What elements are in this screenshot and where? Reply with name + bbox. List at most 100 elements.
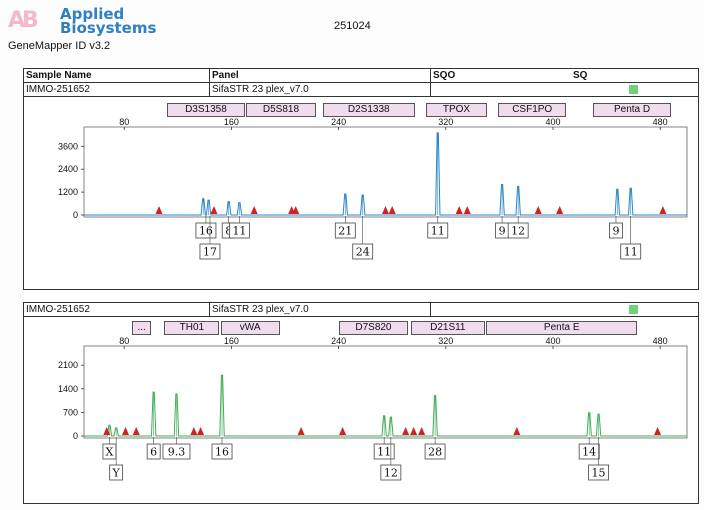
- allele-call: Y: [109, 437, 124, 481]
- marker-penta-e: Penta E: [486, 321, 638, 335]
- allele-box: [229, 222, 250, 239]
- allele-box: [109, 464, 124, 481]
- logo-text-biosystems: Biosystems: [60, 19, 157, 37]
- size-tick-label: 80: [119, 336, 129, 346]
- column-header-row: Sample Name Panel SQO SQ: [24, 69, 698, 83]
- marker-d3s1358: D3S1358: [167, 103, 245, 117]
- plot-frame: [83, 345, 688, 439]
- size-standard-peak: [210, 206, 218, 214]
- allele-label: 9: [499, 225, 506, 238]
- panel-value: SifaSTR 23 plex_v7.0: [212, 304, 309, 315]
- allele-box: [334, 222, 356, 239]
- size-standard-peak: [382, 206, 389, 214]
- allele-label: Y: [112, 467, 121, 480]
- allele-label: 11: [377, 446, 391, 459]
- sample-name-value: IMMO-251652: [26, 84, 90, 95]
- allele-box: [427, 222, 449, 239]
- column-sample-name: Sample Name: [26, 70, 92, 81]
- size-standard-peak: [388, 206, 396, 214]
- marker-csf1po: CSF1PO: [498, 103, 567, 117]
- allele-call: 11: [620, 216, 642, 260]
- electropherogram-blue: Sample Name Panel SQO SQ IMMO-251652 Sif…: [23, 68, 699, 290]
- allele-label: 11: [431, 225, 445, 238]
- allele-box: [146, 443, 161, 460]
- column-sq: SQ: [573, 70, 588, 81]
- marker-bar: D3S1358 D5S818 D2S1338 TPOX CSF1PO Penta D: [24, 103, 698, 117]
- y-tick-label: 3600: [58, 141, 78, 151]
- marker-d2s1338: D2S1338: [322, 103, 415, 117]
- allele-call: 28: [424, 437, 446, 460]
- allele-box: [578, 443, 600, 460]
- size-tick-label: 240: [331, 336, 346, 346]
- allele-call: 14: [578, 437, 600, 460]
- allele-label: 12: [511, 225, 525, 238]
- ab-logo-mark-icon: AB: [8, 8, 39, 33]
- size-standard-peak: [455, 206, 463, 214]
- size-standard-peak: [250, 206, 258, 214]
- marker-bar: ... TH01 vWA D7S820 D21S11 Penta E: [24, 321, 698, 335]
- allele-call: 11: [229, 216, 250, 239]
- size-standard-peak: [654, 427, 662, 435]
- y-tick-label: 0: [73, 210, 78, 220]
- y-tick-label: 1400: [58, 384, 78, 394]
- allele-box: [609, 222, 623, 239]
- allele-call: 9: [609, 216, 623, 239]
- allele-box: [588, 464, 609, 481]
- allele-call: 6: [146, 437, 161, 460]
- allele-label: 15: [592, 467, 606, 480]
- software-version: GeneMapper ID v3.2: [8, 40, 111, 52]
- size-standard-peak: [463, 206, 471, 214]
- allele-call: 12: [380, 437, 402, 481]
- sq-flag-icon: [629, 85, 638, 94]
- y-tick-label: 700: [63, 407, 78, 417]
- allele-label: 17: [203, 246, 217, 259]
- allele-box: [620, 243, 642, 260]
- size-tick-label: 160: [224, 117, 239, 127]
- size-standard-peak: [155, 206, 163, 214]
- allele-call: 21: [334, 216, 356, 239]
- allele-label: 9.3: [168, 446, 186, 459]
- allele-label: 16: [215, 446, 229, 459]
- panel-value: SifaSTR 23 plex_v7.0: [212, 84, 309, 95]
- allele-label: 14: [582, 446, 596, 459]
- allele-label: 11: [232, 225, 246, 238]
- allele-call: X: [102, 437, 117, 460]
- marker--: ...: [132, 321, 151, 335]
- allele-call: 11: [373, 437, 395, 460]
- allele-box: [373, 443, 395, 460]
- y-tick-label: 2400: [58, 164, 78, 174]
- column-panel: Panel: [212, 70, 239, 81]
- marker-vwa: vWA: [220, 321, 280, 335]
- electropherogram-green: IMMO-251652 SifaSTR 23 plex_v7.0 ... TH01…: [23, 302, 699, 504]
- applied-biosystems-logo: AB Applied Biosystems: [8, 4, 156, 38]
- size-tick-label: 400: [545, 117, 560, 127]
- size-standard-peak: [339, 427, 347, 435]
- signal-trace: [84, 132, 687, 216]
- allele-box: [162, 443, 191, 460]
- allele-call: 9.3: [162, 437, 191, 460]
- allele-call: 11: [427, 216, 449, 239]
- size-standard-peak: [659, 206, 667, 214]
- allele-box: [380, 464, 402, 481]
- allele-call: 12: [507, 216, 529, 239]
- sample-name-value: IMMO-251652: [26, 304, 90, 315]
- allele-label: 9: [612, 225, 619, 238]
- size-standard-peak: [402, 427, 410, 435]
- size-standard-peak: [410, 427, 418, 435]
- size-tick-label: 240: [331, 117, 346, 127]
- sample-row: IMMO-251652 SifaSTR 23 plex_v7.0: [24, 83, 698, 97]
- size-standard-peak: [122, 427, 130, 435]
- logo-text-applied: Applied: [60, 5, 125, 23]
- trace-plot-green: 80 160 240 320 400 480 0 700 1400 2100 XY 6 9.3 16 11 1…: [58, 336, 688, 481]
- size-standard-peak: [197, 427, 205, 435]
- marker-penta-d: Penta D: [593, 103, 671, 117]
- allele-call: 16: [211, 437, 233, 460]
- allele-label: 12: [384, 467, 398, 480]
- allele-call: 17: [199, 216, 221, 260]
- allele-box: [211, 443, 233, 460]
- size-standard-peak: [190, 427, 198, 435]
- marker-d5s818: D5S818: [246, 103, 316, 117]
- allele-label: 16: [199, 225, 213, 238]
- marker-tpox: TPOX: [425, 103, 488, 117]
